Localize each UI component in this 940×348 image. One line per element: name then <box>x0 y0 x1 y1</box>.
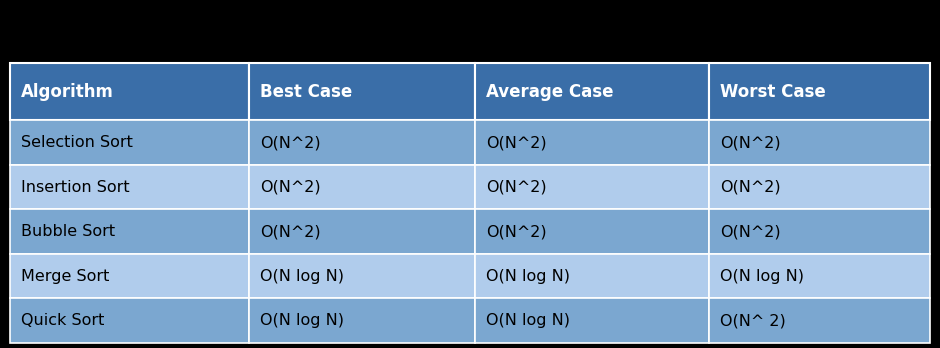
Text: O(N log N): O(N log N) <box>260 269 344 284</box>
Text: O(N^2): O(N^2) <box>486 135 546 150</box>
Text: Time Complexity Of Some Commonly Used Algorithms: Time Complexity Of Some Commonly Used Al… <box>274 19 786 39</box>
Text: O(N^2): O(N^2) <box>720 135 781 150</box>
Text: O(N^2): O(N^2) <box>720 224 781 239</box>
Text: O(N^ 2): O(N^ 2) <box>720 313 786 328</box>
Bar <box>10 165 249 209</box>
Bar <box>709 209 930 254</box>
Text: O(N^2): O(N^2) <box>260 224 321 239</box>
Bar <box>475 209 709 254</box>
Text: O(N log N): O(N log N) <box>486 269 570 284</box>
Bar <box>709 63 930 120</box>
Bar <box>249 165 475 209</box>
Bar <box>475 120 709 165</box>
Bar <box>249 209 475 254</box>
Text: O(N^2): O(N^2) <box>260 180 321 195</box>
Text: Bubble Sort: Bubble Sort <box>21 224 116 239</box>
Bar <box>249 63 475 120</box>
Bar <box>10 120 249 165</box>
Bar <box>709 299 930 343</box>
Text: O(N log N): O(N log N) <box>260 313 344 328</box>
Bar <box>475 254 709 299</box>
Bar <box>475 63 709 120</box>
Text: O(N^2): O(N^2) <box>720 180 781 195</box>
Text: Average Case: Average Case <box>486 83 613 101</box>
Bar <box>475 299 709 343</box>
Text: O(N log N): O(N log N) <box>720 269 805 284</box>
Text: Merge Sort: Merge Sort <box>21 269 109 284</box>
Bar <box>10 63 249 120</box>
Text: Insertion Sort: Insertion Sort <box>21 180 130 195</box>
Text: O(N^2): O(N^2) <box>486 224 546 239</box>
Text: Quick Sort: Quick Sort <box>21 313 104 328</box>
Text: Selection Sort: Selection Sort <box>21 135 133 150</box>
Bar <box>10 299 249 343</box>
Text: O(N^2): O(N^2) <box>260 135 321 150</box>
Text: Worst Case: Worst Case <box>720 83 826 101</box>
Bar <box>249 299 475 343</box>
Text: Best Case: Best Case <box>260 83 352 101</box>
Text: O(N log N): O(N log N) <box>486 313 570 328</box>
Text: Algorithm: Algorithm <box>21 83 114 101</box>
Bar <box>709 254 930 299</box>
Bar <box>249 254 475 299</box>
Bar <box>709 165 930 209</box>
Bar <box>10 254 249 299</box>
Bar <box>709 120 930 165</box>
Bar <box>475 165 709 209</box>
Bar <box>249 120 475 165</box>
Text: O(N^2): O(N^2) <box>486 180 546 195</box>
Bar <box>10 209 249 254</box>
